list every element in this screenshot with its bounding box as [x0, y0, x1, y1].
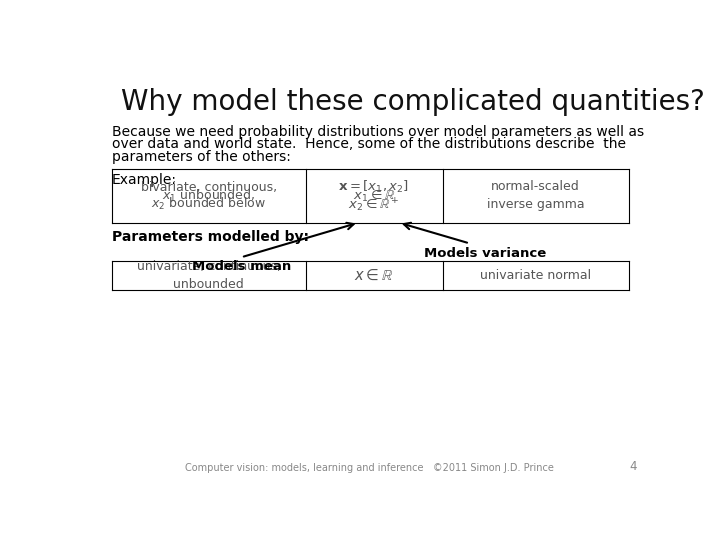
- Text: $x \in \mathbb{R}$: $x \in \mathbb{R}$: [354, 268, 394, 283]
- Text: Computer vision: models, learning and inference   ©2011 Simon J.D. Prince: Computer vision: models, learning and in…: [184, 463, 554, 473]
- Text: univariate, continuous,
unbounded: univariate, continuous, unbounded: [137, 260, 281, 291]
- Text: parameters of the others:: parameters of the others:: [112, 150, 291, 164]
- Text: Models variance: Models variance: [424, 247, 546, 260]
- Text: $\mathbf{x} = [x_1, x_2]$: $\mathbf{x} = [x_1, x_2]$: [338, 178, 410, 194]
- Text: $x_1$ unbounded,: $x_1$ unbounded,: [162, 187, 255, 204]
- Text: normal-scaled
inverse gamma: normal-scaled inverse gamma: [487, 180, 585, 211]
- Text: univariate normal: univariate normal: [480, 269, 591, 282]
- Text: bivariate, continuous,: bivariate, continuous,: [140, 181, 276, 194]
- Text: Example:: Example:: [112, 173, 176, 187]
- Text: Why model these complicated quantities?: Why model these complicated quantities?: [121, 88, 705, 116]
- Text: $x_2 \in \mathbb{R}^+$: $x_2 \in \mathbb{R}^+$: [348, 196, 400, 214]
- Text: Parameters modelled by:: Parameters modelled by:: [112, 231, 309, 244]
- Text: Models mean: Models mean: [192, 260, 291, 273]
- Text: $x_1 \in \mathbb{R}$: $x_1 \in \mathbb{R}$: [353, 187, 395, 204]
- Text: Because we need probability distributions over model parameters as well as: Because we need probability distribution…: [112, 125, 644, 139]
- Text: over data and world state.  Hence, some of the distributions describe  the: over data and world state. Hence, some o…: [112, 137, 626, 151]
- Text: $x_2$ bounded below: $x_2$ bounded below: [151, 196, 266, 212]
- Text: 4: 4: [629, 460, 636, 473]
